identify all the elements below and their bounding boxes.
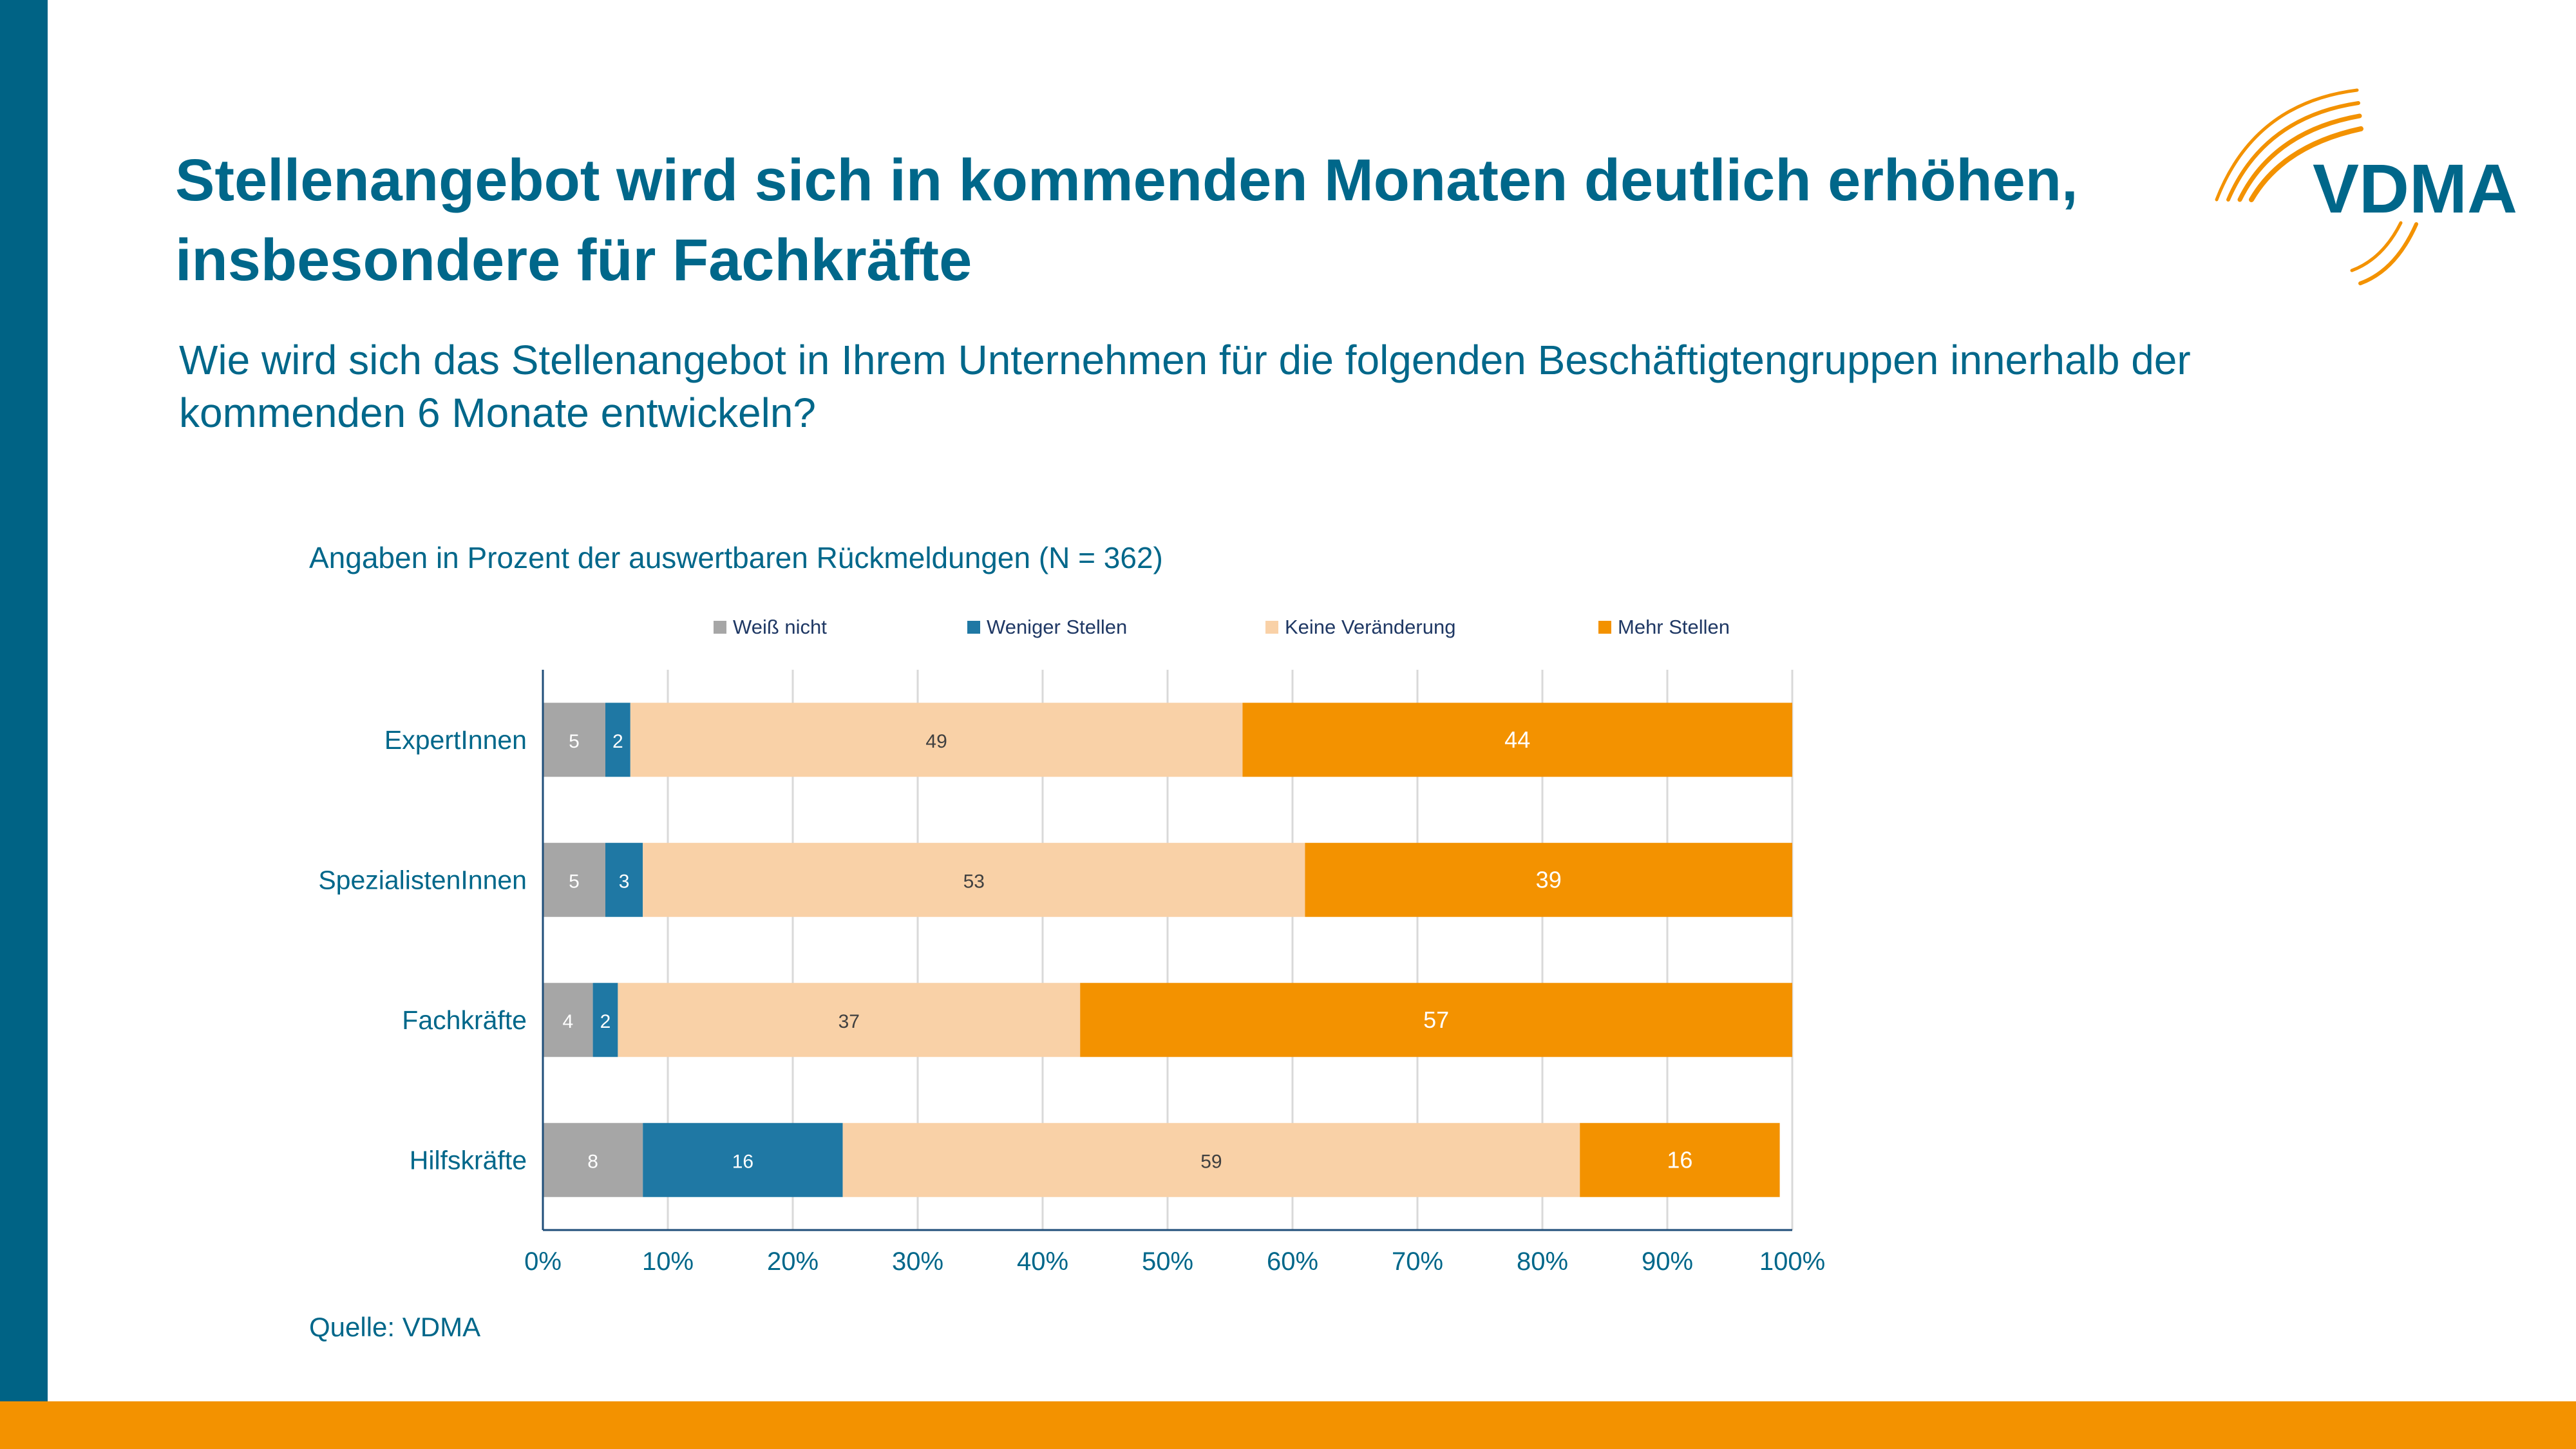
chart-bars: 5 2 49 445 3 53 394 2 37 578 16 59 16 xyxy=(543,703,1792,1197)
data-label: 2 xyxy=(600,1011,611,1032)
bar-segment xyxy=(605,703,630,777)
bar-segment xyxy=(643,1122,843,1197)
bar-segment xyxy=(1080,983,1792,1057)
bar-segment xyxy=(543,1122,643,1197)
legend-label: Mehr Stellen xyxy=(1618,616,1730,638)
bar-segment xyxy=(1580,1122,1780,1197)
legend-swatch xyxy=(1265,621,1278,634)
data-label: 16 xyxy=(732,1151,753,1172)
data-label: 49 xyxy=(925,731,947,752)
legend-swatch xyxy=(967,621,980,634)
data-label: 4 xyxy=(562,1011,573,1032)
data-label: 59 xyxy=(1200,1151,1222,1172)
legend-label: Keine Veränderung xyxy=(1285,616,1455,638)
x-tick-label: 50% xyxy=(1142,1247,1193,1276)
bar-segment xyxy=(592,983,618,1057)
bar-segment xyxy=(643,842,1305,917)
x-tick-label: 10% xyxy=(642,1247,694,1276)
y-category-label: SpezialistenInnen xyxy=(318,865,527,895)
left-accent-bar xyxy=(0,0,48,1401)
data-label: 44 xyxy=(1504,726,1530,753)
data-label: 8 xyxy=(587,1151,598,1172)
bar-segment xyxy=(605,842,643,917)
bar-segment xyxy=(543,842,605,917)
x-axis-ticks: 0% 10% 20% 30% 40% 50% 60% 70% 80% 90% 100% xyxy=(524,1247,1825,1276)
y-category-label: Hilfskräfte xyxy=(410,1145,527,1175)
data-label: 53 xyxy=(963,871,985,892)
data-label: 16 xyxy=(1667,1146,1692,1173)
data-label: 57 xyxy=(1423,1007,1449,1033)
y-category-label: ExpertInnen xyxy=(384,725,527,755)
vdma-logo-text: VDMA xyxy=(2313,149,2517,227)
x-tick-label: 100% xyxy=(1759,1247,1825,1276)
bar-segment xyxy=(1242,703,1792,777)
bar-segment xyxy=(543,983,593,1057)
bar-segment xyxy=(630,703,1243,777)
legend-label: Weiß nicht xyxy=(733,616,827,638)
bar-segment xyxy=(618,983,1081,1057)
x-tick-label: 80% xyxy=(1517,1247,1568,1276)
chart-axes xyxy=(542,670,1792,1231)
y-axis-labels: ExpertInnen SpezialistenInnen Fachkräfte Hi… xyxy=(318,725,527,1175)
chart-source: Quelle: VDMA xyxy=(309,1312,480,1342)
data-label: 2 xyxy=(612,731,623,752)
data-label: 5 xyxy=(569,731,580,752)
legend-label: Weniger Stellen xyxy=(987,616,1127,638)
data-label: 5 xyxy=(569,871,580,892)
bottom-accent-bar xyxy=(0,1401,2576,1449)
x-tick-label: 0% xyxy=(524,1247,562,1276)
data-label: 39 xyxy=(1536,866,1562,893)
bar-segment xyxy=(842,1122,1580,1197)
x-tick-label: 30% xyxy=(892,1247,943,1276)
x-tick-label: 90% xyxy=(1642,1247,1693,1276)
bar-segment xyxy=(543,703,605,777)
vdma-logo: VDMA xyxy=(2215,88,2517,285)
x-tick-label: 40% xyxy=(1017,1247,1068,1276)
data-label: 3 xyxy=(619,871,630,892)
legend-swatch xyxy=(1598,621,1611,634)
x-tick-label: 60% xyxy=(1267,1247,1318,1276)
slide-title: Stellenangebot wird sich in kommenden Mo… xyxy=(175,147,2078,293)
chart-legend: Weiß nicht Weniger Stellen Keine Veränderu… xyxy=(714,616,1730,638)
slide-question: Wie wird sich das Stellenangebot in Ihre… xyxy=(179,337,2191,436)
data-label: 37 xyxy=(838,1011,860,1032)
x-tick-label: 70% xyxy=(1392,1247,1443,1276)
bar-segment xyxy=(1305,842,1792,917)
chart-note: Angaben in Prozent der auswertbaren Rück… xyxy=(309,541,1163,574)
y-category-label: Fachkräfte xyxy=(402,1005,527,1035)
x-tick-label: 20% xyxy=(767,1247,819,1276)
legend-swatch xyxy=(714,621,726,634)
